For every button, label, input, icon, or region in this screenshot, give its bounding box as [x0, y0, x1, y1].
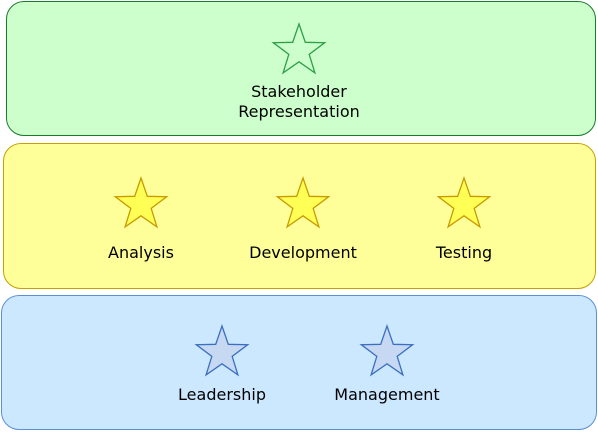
leadership-node: Leadership	[142, 324, 302, 405]
analysis-node: Analysis	[61, 176, 221, 263]
testing-label: Testing	[435, 243, 493, 262]
analysis-label: Analysis	[108, 243, 174, 262]
leadership-band	[1, 295, 597, 430]
star-icon	[194, 324, 250, 377]
development-node: Development	[223, 176, 383, 263]
star-icon	[436, 176, 492, 229]
leadership-label: Leadership	[178, 385, 266, 404]
testing-node: Testing	[384, 176, 544, 263]
development-label: Development	[249, 243, 357, 262]
management-label: Management	[334, 385, 440, 404]
star-icon	[275, 176, 331, 229]
management-node: Management	[307, 324, 467, 405]
stakeholder-representation-label: Stakeholder Representation	[238, 82, 360, 121]
stakeholder-band	[6, 1, 596, 136]
stakeholder-representation-node: Stakeholder Representation	[219, 22, 379, 122]
star-icon	[113, 176, 169, 229]
star-icon	[271, 22, 327, 75]
star-icon	[359, 324, 415, 377]
